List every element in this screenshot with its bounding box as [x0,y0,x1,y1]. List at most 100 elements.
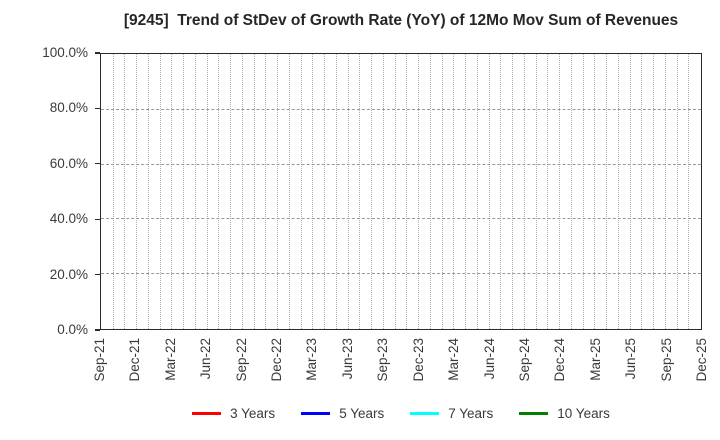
x-tick-label: Dec-21 [127,338,143,382]
v-gridline [136,54,138,329]
legend-line-swatch [410,412,440,415]
y-tick-mark [95,329,100,331]
x-tick-label: Dec-23 [410,338,426,382]
y-axis-labels: 0.0% 20.0% 40.0% 60.0% 80.0% 100.0% [0,45,94,337]
v-gridline [523,54,525,329]
h-gridline [101,163,701,165]
v-gridline [512,54,514,329]
y-tick-mark [95,52,100,54]
v-gridline [641,54,643,329]
v-gridline [500,54,502,329]
v-gridline [594,54,596,329]
y-tick-label: 20.0% [49,266,88,282]
v-gridline [324,54,326,329]
legend-label: 5 Years [339,406,385,421]
v-gridline [629,54,631,329]
v-gridline [406,54,408,329]
legend-label: 3 Years [230,406,276,421]
x-tick-label: Mar-22 [162,338,178,381]
v-gridline [429,54,431,329]
h-gridline [101,218,701,220]
y-tick-label: 60.0% [49,155,88,171]
v-gridline [147,54,149,329]
v-gridline [312,54,314,329]
v-gridline [559,54,561,329]
y-axis-tick-marks [95,52,100,331]
v-gridline [218,54,220,329]
x-tick-label: Sep-22 [233,338,249,382]
legend-line-swatch [301,412,331,415]
legend-line-swatch [519,412,549,415]
y-tick-mark [95,163,100,165]
v-gridline [582,54,584,329]
v-gridline [453,54,455,329]
legend-item: 5 Years [301,406,384,421]
v-gridline [359,54,361,329]
v-gridline [288,54,290,329]
x-tick-label: Sep-24 [516,338,532,382]
v-gridline [617,54,619,329]
v-gridline [112,54,114,329]
v-gridline [265,54,267,329]
v-gridline [159,54,161,329]
x-tick-label: Jun-23 [339,338,355,380]
v-gridline [688,54,690,329]
v-gridline [664,54,666,329]
v-gridline [371,54,373,329]
v-gridline [441,54,443,329]
y-tick-label: 40.0% [49,211,88,227]
legend-label: 7 Years [448,406,494,421]
x-tick-label: Mar-24 [446,338,462,381]
x-tick-label: Jun-25 [623,338,639,380]
legend-item: 7 Years [410,406,493,421]
v-gridline [347,54,349,329]
v-gridline [183,54,185,329]
v-gridline [547,54,549,329]
x-tick-label: Sep-25 [658,338,674,382]
y-tick-mark [95,273,100,276]
v-gridline [606,54,608,329]
h-gridline [101,273,701,275]
x-tick-label: Sep-21 [92,338,107,382]
x-tick-label: Jun-24 [481,338,497,380]
legend-item: 3 Years [192,406,275,421]
v-gridline [230,54,232,329]
legend-line-swatch [192,412,222,415]
v-gridline [676,54,678,329]
v-gridline [300,54,302,329]
y-tick-label: 0.0% [57,322,88,337]
y-tick-mark [95,107,100,110]
legend: 3 Years 5 Years 7 Years 10 Years [100,406,702,421]
v-gridline [394,54,396,329]
v-gridline [194,54,196,329]
h-gridline [101,108,701,110]
v-gridline [253,54,255,329]
v-gridline [382,54,384,329]
v-gridline [418,54,420,329]
x-tick-label: Dec-22 [269,338,285,382]
v-gridline [206,54,208,329]
v-gridline [653,54,655,329]
x-tick-label: Mar-25 [587,338,603,381]
x-tick-label: Dec-24 [552,338,568,382]
x-tick-label: Dec-25 [694,338,709,382]
v-gridline [277,54,279,329]
x-tick-label: Mar-23 [304,338,320,381]
v-gridline [171,54,173,329]
v-gridline [335,54,337,329]
y-tick-label: 80.0% [49,100,88,116]
chart-title: [9245] Trend of StDev of Growth Rate (Yo… [123,12,679,29]
x-tick-label: Jun-22 [198,338,214,380]
x-axis-labels: Sep-21 Dec-21 Mar-22 Jun-22 Sep-22 Dec-22 Mar-… [92,338,709,396]
v-gridline [535,54,537,329]
v-gridline [465,54,467,329]
v-gridline [570,54,572,329]
v-gridline [124,54,126,329]
y-tick-mark [95,218,100,220]
v-gridline [488,54,490,329]
plot-area [100,53,702,330]
legend-label: 10 Years [557,406,610,421]
legend-item: 10 Years [519,406,610,421]
x-tick-label: Sep-23 [375,338,391,382]
